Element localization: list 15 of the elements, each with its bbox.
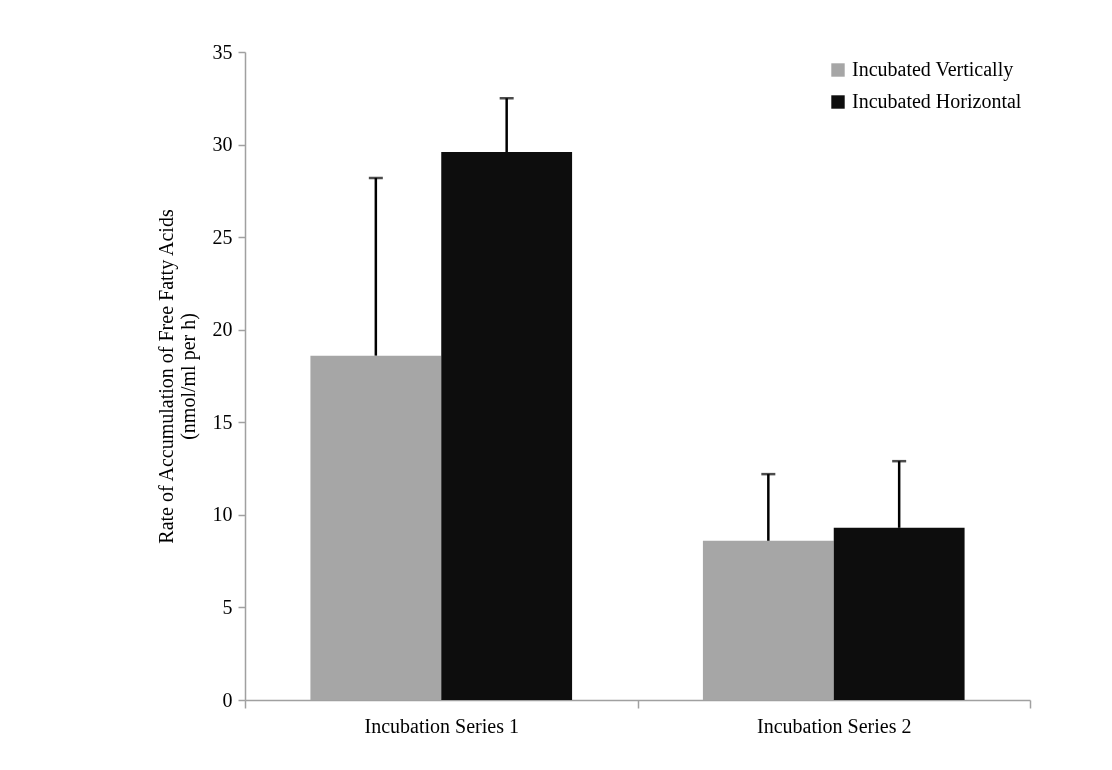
bar <box>441 151 573 700</box>
y-tick-label: 35 <box>212 40 233 63</box>
x-tick-label: Incubation Series 1 <box>364 714 519 737</box>
bar <box>833 527 965 700</box>
y-tick-label: 20 <box>212 318 233 341</box>
y-tick-label: 5 <box>222 595 233 618</box>
y-tick-label: 10 <box>212 503 233 526</box>
legend-label: Incubated Horizontal <box>852 90 1022 112</box>
y-tick-label: 15 <box>212 410 233 433</box>
y-tick-label: 25 <box>212 225 233 248</box>
y-tick-label: 0 <box>222 688 233 711</box>
legend-label: Incubated Vertically <box>852 58 1014 81</box>
y-axis-title: Rate of Accumulation of Free Fatty Acids (nmol/ml per h) <box>154 209 200 544</box>
y-tick-label: 30 <box>212 133 233 156</box>
x-tick-label: Incubation Series 2 <box>757 714 912 737</box>
